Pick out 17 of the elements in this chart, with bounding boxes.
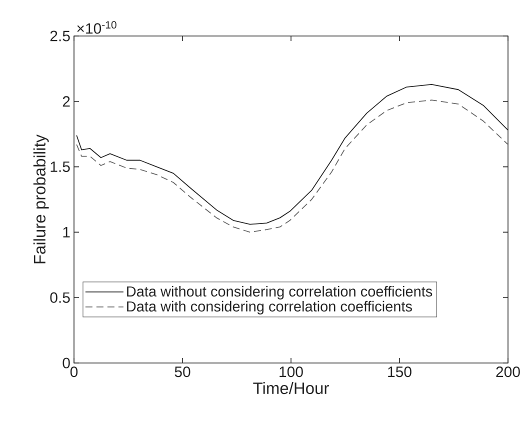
legend-label: Data with considering correlation coefficients	[127, 300, 412, 314]
legend-label: Data without considering correlation coefficients	[127, 286, 432, 300]
y-axis-title: Failure probability	[33, 134, 49, 264]
x-axis-title: Time/Hour	[253, 382, 329, 394]
y-tick-label: 2	[62, 96, 70, 107]
x-tick-label: 100	[280, 366, 303, 378]
y-tick-label: 1.5	[50, 162, 70, 172]
text: ×10$^{-10}$	[77, 21, 116, 34]
y-tick-label: 2.5	[50, 30, 70, 42]
y-tick-label: 0.5	[50, 292, 70, 303]
line-series	[76, 100, 508, 233]
y-tick-label: 1	[63, 227, 70, 238]
x-tick-label: 150	[388, 366, 412, 378]
x-tick-label: 50	[174, 366, 190, 378]
y-tick-label: 0	[62, 358, 70, 368]
x-tick-label: 0	[70, 366, 78, 378]
x-tick-label: 200	[496, 366, 520, 378]
